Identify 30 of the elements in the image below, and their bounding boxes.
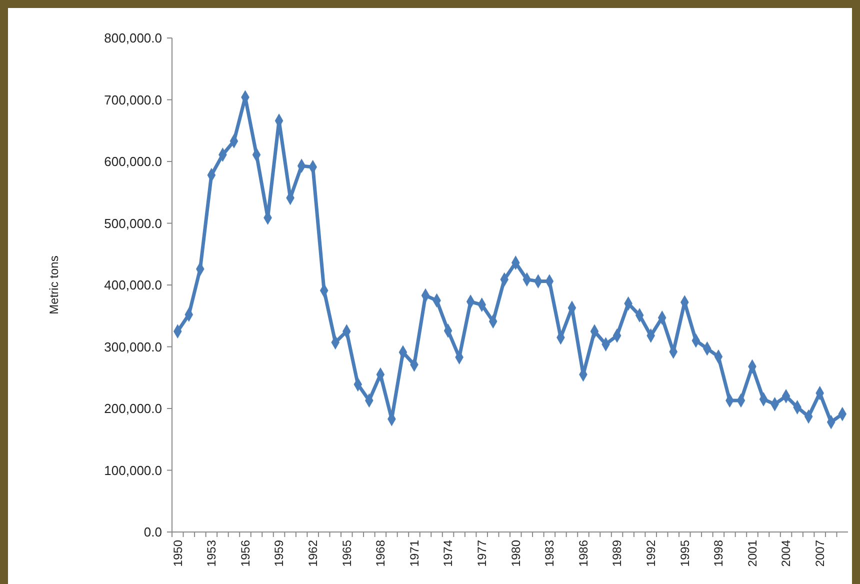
x-tick-label: 1965 xyxy=(340,540,354,567)
x-tick-label: 1953 xyxy=(204,540,219,567)
x-tick-label: 1998 xyxy=(712,540,726,567)
y-axis-title: Metric tons xyxy=(47,256,61,314)
x-tick-label: 2004 xyxy=(779,540,794,567)
x-tick-label: 1995 xyxy=(678,540,692,567)
x-tick-label: 1977 xyxy=(475,540,490,567)
x-tick-label: 1983 xyxy=(542,540,557,567)
x-tick-label: 1989 xyxy=(610,540,624,567)
x-tick-label: 1986 xyxy=(576,540,590,567)
y-tick-label: 400,000.0 xyxy=(104,278,162,293)
x-tick-label: 1974 xyxy=(441,540,456,567)
x-tick-label: 1950 xyxy=(170,540,185,567)
y-tick-label: 500,000.0 xyxy=(104,216,162,231)
x-tick-label: 1959 xyxy=(272,540,286,567)
y-tick-label: 800,000.0 xyxy=(104,30,162,46)
x-tick-label: 1971 xyxy=(407,540,422,567)
y-tick-label: 300,000.0 xyxy=(104,339,162,354)
x-tick-label: 1956 xyxy=(238,540,252,567)
x-tick-label: 2001 xyxy=(745,540,760,567)
x-tick-label: 1962 xyxy=(306,540,320,567)
x-tick-label: 1992 xyxy=(644,540,658,567)
y-tick-label: 600,000.0 xyxy=(104,154,162,170)
y-tick-label: 100,000.0 xyxy=(104,462,162,478)
x-tick-label: 1968 xyxy=(374,540,388,567)
x-tick-label: 1980 xyxy=(508,540,523,567)
x-tick-label: 2007 xyxy=(813,540,828,567)
y-tick-label: 700,000.0 xyxy=(104,92,162,108)
y-tick-label: 200,000.0 xyxy=(104,401,162,416)
y-tick-label: 0.0 xyxy=(144,524,162,540)
